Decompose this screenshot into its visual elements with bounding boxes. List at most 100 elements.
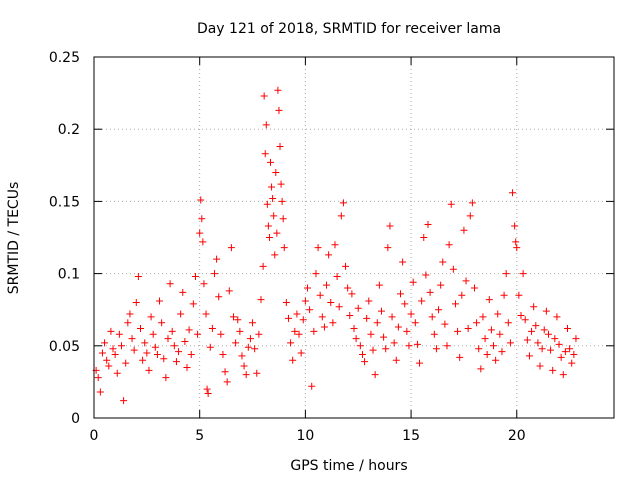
data-point [156,297,164,305]
data-point [132,298,140,306]
data-point [160,355,168,363]
data-point [413,340,421,348]
data-point [405,342,413,350]
data-point [515,291,523,299]
data-point [320,323,328,331]
data-point [470,284,478,292]
data-point [310,327,318,335]
data-point [549,366,557,374]
data-point [460,226,468,234]
data-point [134,272,142,280]
data-point [316,291,324,299]
data-point [198,215,206,223]
data-point [158,319,166,327]
data-point [354,304,362,312]
data-point [399,258,407,266]
data-point [215,293,223,301]
data-point [333,272,341,280]
data-point [149,330,157,338]
data-point [407,310,415,318]
data-point [479,313,487,321]
data-point [217,330,225,338]
data-point [432,345,440,353]
data-point [530,303,538,311]
y-tick-label: 0.15 [49,194,80,210]
data-point [295,330,303,338]
data-point [449,265,457,273]
data-point [572,335,580,343]
data-point [388,313,396,321]
data-point [308,382,316,390]
data-point [203,385,211,393]
data-point [236,327,244,335]
y-tick-label: 0.05 [49,339,80,355]
data-point [109,345,117,353]
data-point [557,353,565,361]
data-point [275,106,283,114]
data-point [183,363,191,371]
data-point [282,298,290,306]
data-point [284,314,292,322]
data-point [274,86,282,94]
data-point [269,195,277,203]
data-point [534,339,542,347]
data-points [92,86,580,405]
data-point [426,288,434,296]
data-point [475,345,483,353]
data-point [443,342,451,350]
data-point [435,306,443,314]
data-point [502,270,510,278]
data-point [280,244,288,252]
y-tick-label: 0.25 [49,50,80,66]
data-point [221,368,229,376]
data-point [168,327,176,335]
data-point [504,319,512,327]
data-point [361,358,369,366]
data-point [206,343,214,351]
data-point [141,339,149,347]
data-point [458,291,466,299]
data-point [227,244,235,252]
data-point [551,335,559,343]
data-point [466,212,474,220]
data-point [540,326,548,334]
data-point [555,340,563,348]
data-point [477,365,485,373]
data-point [267,158,275,166]
data-point [456,353,464,361]
data-point [439,258,447,266]
data-point [352,335,360,343]
data-point [346,311,354,319]
data-point [521,316,529,324]
data-point [473,319,481,327]
data-point [253,369,261,377]
data-point [496,330,504,338]
data-point [487,326,495,334]
data-point [331,241,339,249]
data-point [181,337,189,345]
data-point [424,221,432,229]
data-point [390,339,398,347]
data-point [289,356,297,364]
data-point [314,244,322,252]
data-point [177,310,185,318]
data-point [261,150,269,158]
data-point [559,371,567,379]
data-point [126,310,134,318]
data-point [517,311,525,319]
data-point [422,271,430,279]
data-point [553,313,561,321]
data-point [373,319,381,327]
data-point [128,335,136,343]
data-point [225,287,233,295]
x-axis-label: GPS time / hours [290,458,407,474]
data-point [271,251,279,259]
data-point [137,324,145,332]
data-point [371,371,379,379]
data-point [428,313,436,321]
data-point [264,222,272,230]
data-point [464,324,472,332]
data-point [418,297,426,305]
data-point [492,356,500,364]
data-point [325,251,333,259]
